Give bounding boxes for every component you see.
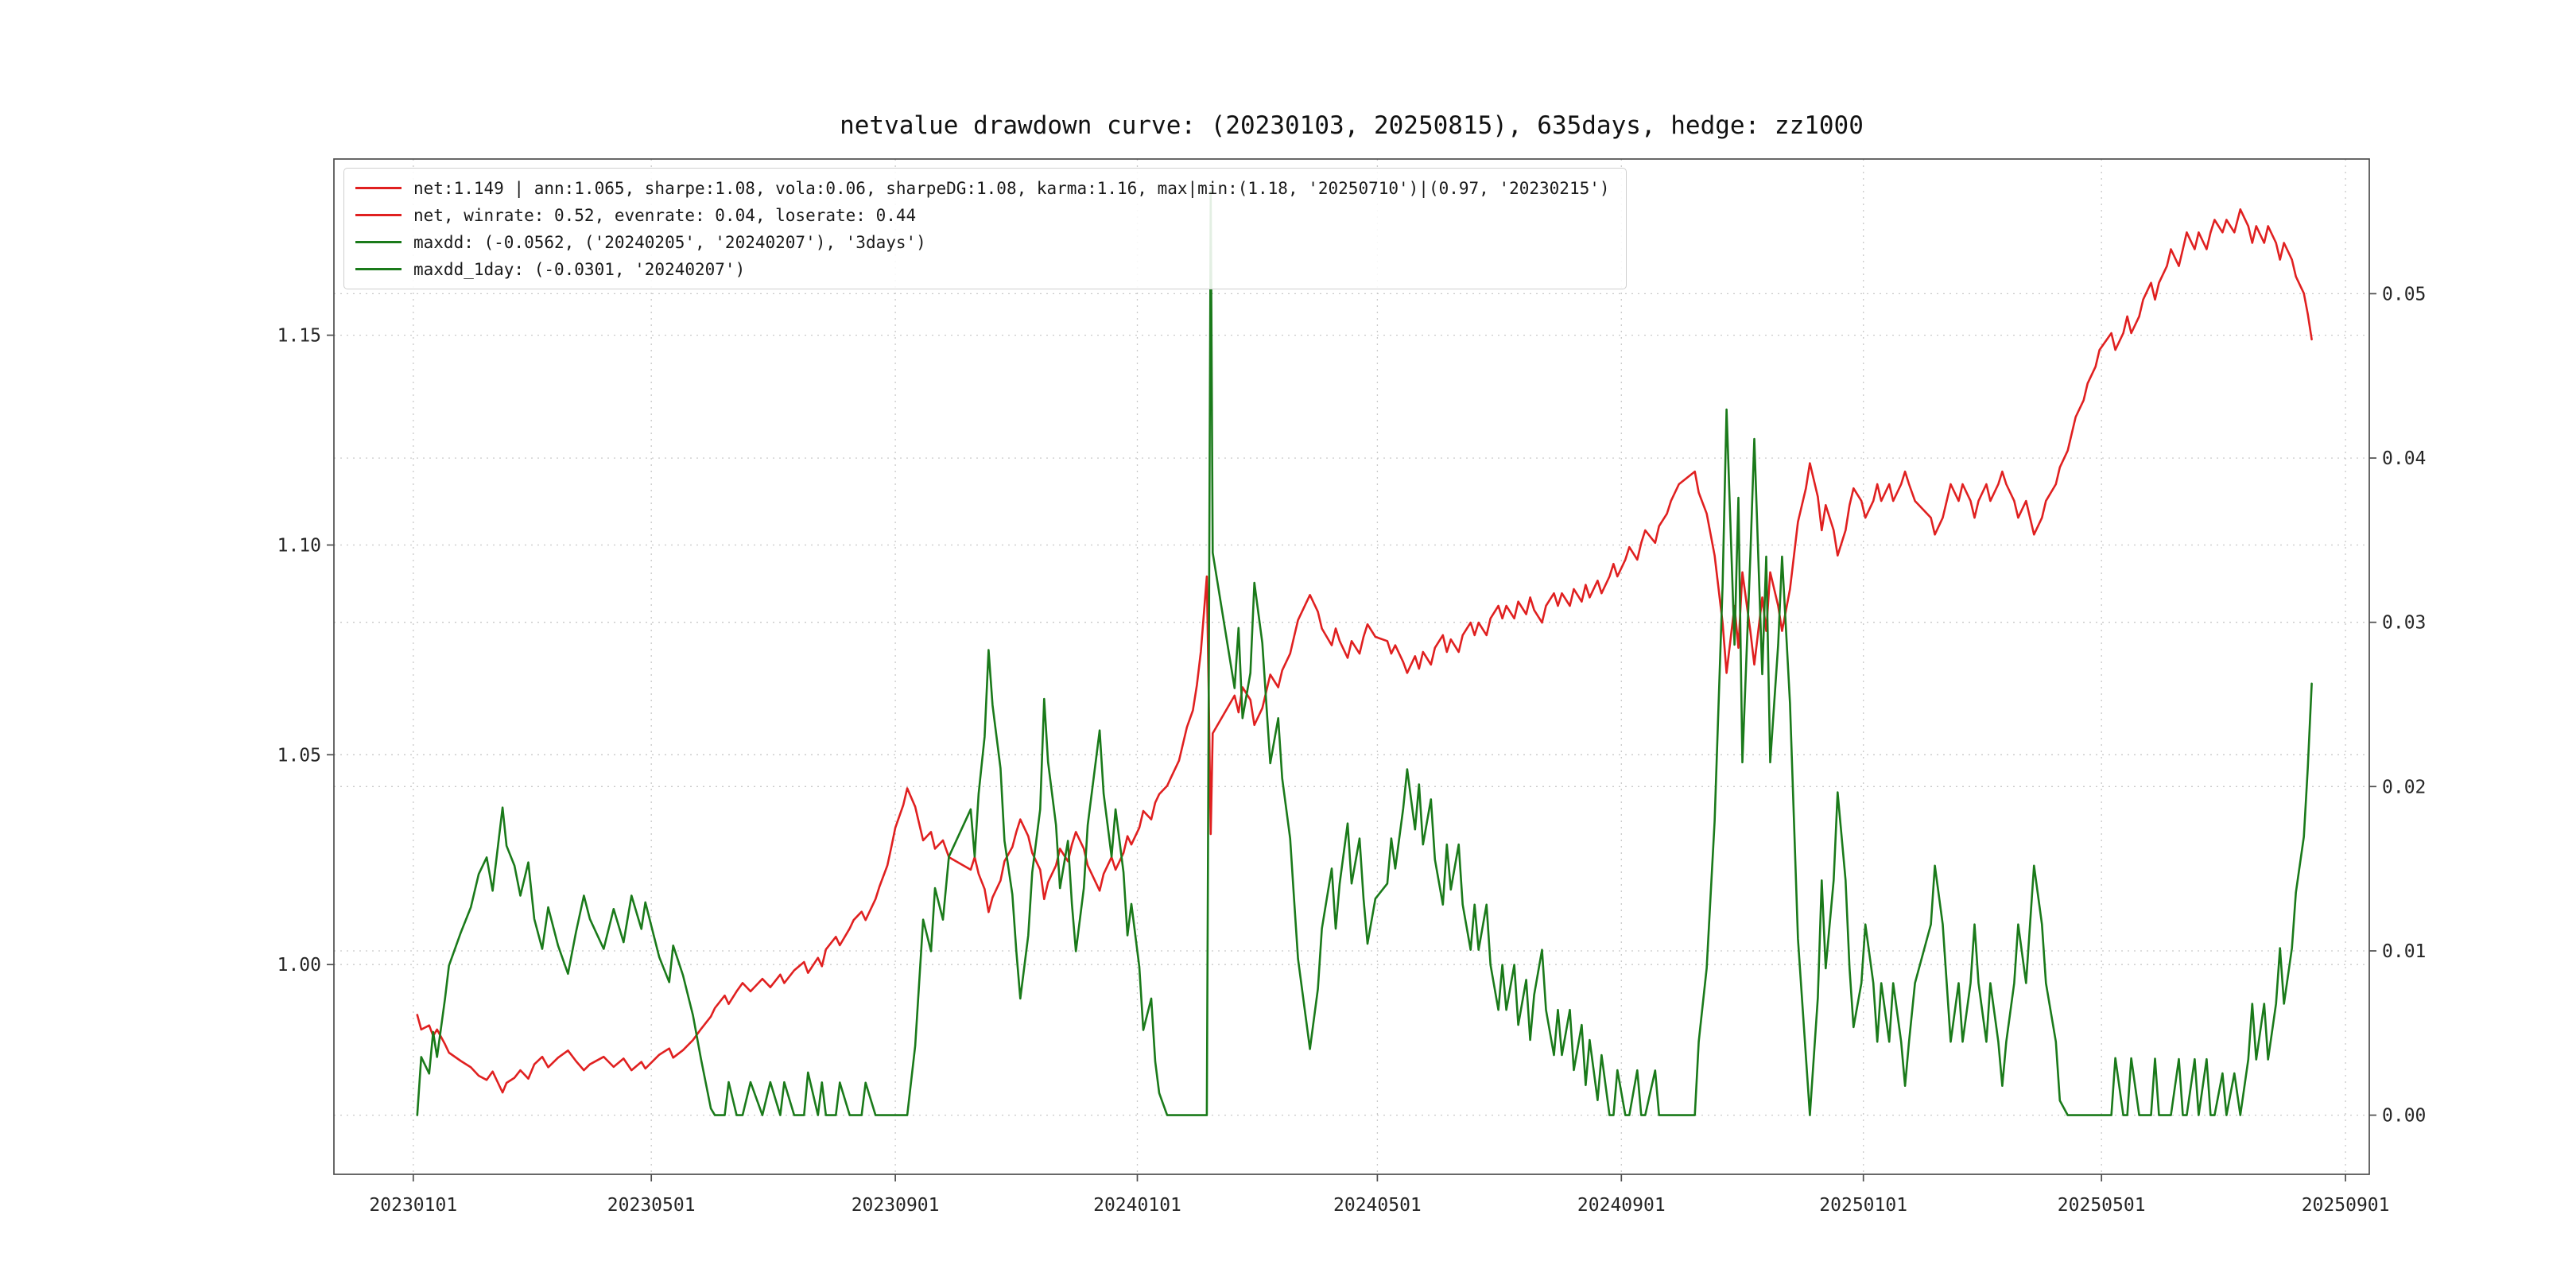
right-tick-label: 0.01	[2382, 941, 2426, 962]
legend-label: net:1.149 | ann:1.065, sharpe:1.08, vola…	[413, 178, 1610, 198]
legend-label: maxdd_1day: (-0.0301, '20240207')	[413, 259, 746, 279]
x-tick-label: 20240101	[1093, 1195, 1181, 1216]
left-tick-label: 1.10	[277, 536, 321, 557]
legend-row-0: net:1.149 | ann:1.065, sharpe:1.08, vola…	[355, 177, 1610, 200]
x-tick-label: 20240501	[1333, 1195, 1422, 1216]
x-tick-label: 20240901	[1577, 1195, 1666, 1216]
left-tick-label: 1.05	[277, 745, 321, 766]
right-tick-label: 0.02	[2382, 777, 2426, 797]
drawdown-line	[416, 191, 2313, 1116]
legend: net:1.149 | ann:1.065, sharpe:1.08, vola…	[343, 168, 1627, 289]
x-tick-label: 20250101	[1819, 1195, 1907, 1216]
legend-line-swatch	[355, 268, 402, 270]
right-tick-label: 0.05	[2382, 284, 2426, 305]
legend-line-swatch	[355, 241, 402, 243]
x-tick-label: 20250901	[2302, 1195, 2390, 1216]
x-tick-label: 20230101	[369, 1195, 457, 1216]
legend-row-1: net, winrate: 0.52, evenrate: 0.04, lose…	[355, 204, 1610, 227]
x-axis-ticks: 20230101 20230501 20230901 20240101 20240501…	[369, 1174, 2389, 1216]
right-tick-label: 0.00	[2382, 1106, 2426, 1127]
right-tick-label: 0.04	[2382, 448, 2426, 469]
legend-line-swatch	[355, 214, 402, 216]
right-tick-label: 0.03	[2382, 613, 2426, 634]
x-tick-label: 20250501	[2058, 1195, 2146, 1216]
x-tick-label: 20230901	[852, 1195, 940, 1216]
x-tick-label: 20230501	[607, 1195, 696, 1216]
right-axis-ticks: 0.00 0.01 0.02 0.03 0.04 0.05	[2369, 284, 2426, 1127]
grid-lines	[334, 159, 2369, 1174]
legend-label: maxdd: (-0.0562, ('20240205', '20240207'…	[413, 232, 926, 252]
axes-spines	[333, 158, 2370, 1175]
legend-row-2: maxdd: (-0.0562, ('20240205', '20240207'…	[355, 231, 1610, 254]
left-axis-ticks: 1.00 1.05 1.10 1.15	[277, 326, 334, 976]
left-tick-label: 1.00	[277, 955, 321, 976]
legend-row-3: maxdd_1day: (-0.0301, '20240207')	[355, 258, 1610, 281]
legend-line-swatch	[355, 187, 402, 189]
legend-label: net, winrate: 0.52, evenrate: 0.04, lose…	[413, 205, 917, 225]
chart-title: netvalue drawdown curve: (20230103, 2025…	[840, 111, 1864, 140]
net-line	[416, 208, 2313, 1094]
left-tick-label: 1.15	[277, 326, 321, 347]
